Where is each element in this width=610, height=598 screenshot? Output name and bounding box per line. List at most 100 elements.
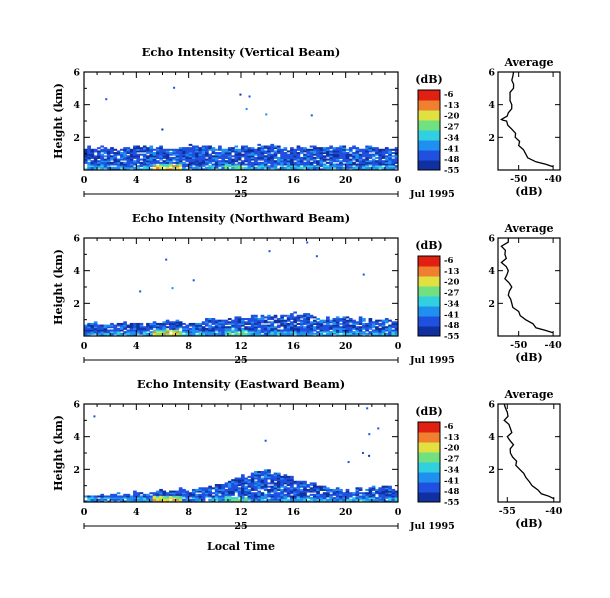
heatmap-cell — [254, 487, 258, 490]
heatmap-cell — [254, 321, 258, 324]
heatmap-cell — [290, 329, 294, 332]
heatmap-cell — [247, 497, 252, 500]
heatmap-cell — [162, 326, 167, 329]
x-tick-label: 0 — [395, 507, 402, 518]
heatmap-cell — [394, 166, 399, 169]
heatmap-cell — [391, 152, 396, 155]
heatmap-cell — [254, 492, 258, 495]
heatmap-cell — [244, 150, 248, 153]
heatmap-cell — [106, 153, 111, 156]
heatmap-cell — [188, 334, 193, 337]
heatmap-cell — [129, 161, 134, 164]
heatmap-cell — [260, 500, 265, 503]
heatmap-cell — [332, 150, 337, 153]
heatmap-cell — [273, 166, 278, 169]
heatmap-cell — [263, 152, 268, 155]
average-y-tick-label: 6 — [488, 400, 495, 411]
heatmap-cell — [358, 168, 363, 171]
heatmap-cell — [348, 321, 353, 324]
heatmap-cell — [90, 497, 95, 500]
heatmap-cell — [126, 166, 131, 169]
heatmap-cell — [191, 153, 196, 156]
heatmap-cell — [84, 329, 88, 332]
heatmap-cell — [129, 498, 134, 501]
heatmap-cell — [185, 160, 190, 163]
x-tick-label: 20 — [339, 175, 353, 186]
heatmap-cell — [286, 168, 291, 171]
heatmap-cell — [254, 161, 258, 164]
heatmap-cell — [358, 150, 363, 153]
heatmap-cell — [205, 490, 209, 493]
heatmap-cell — [280, 492, 284, 495]
heatmap-cell — [221, 490, 226, 493]
heatmap-cell — [201, 488, 206, 491]
heatmap-cell — [263, 160, 268, 163]
heatmap-cell — [185, 158, 190, 161]
heatmap-cell — [299, 166, 304, 169]
heatmap-cell — [339, 322, 343, 325]
heatmap-cell — [113, 158, 118, 161]
heatmap-cell — [365, 155, 369, 158]
heatmap-cell — [191, 488, 196, 491]
heatmap-cell — [362, 322, 366, 325]
heatmap-cell — [214, 153, 219, 156]
heatmap-cell — [162, 324, 167, 327]
heatmap-cell — [214, 321, 219, 324]
heatmap-cell — [139, 150, 144, 153]
heatmap-cell — [362, 148, 366, 151]
heatmap-cell — [159, 322, 163, 325]
heatmap-cell — [142, 498, 147, 501]
colorbar-label: -34 — [444, 299, 459, 309]
heatmap-cell — [241, 497, 245, 500]
heatmap-cell — [116, 163, 121, 166]
heatmap-cell — [241, 493, 245, 496]
heatmap-cell — [211, 492, 216, 495]
heatmap-cell — [322, 488, 327, 491]
heatmap-cell — [312, 488, 317, 491]
heatmap-cell — [371, 148, 376, 151]
heatmap-cell — [296, 158, 301, 161]
heatmap-cell — [152, 156, 157, 159]
heatmap-cell — [267, 490, 271, 493]
heatmap-cell — [306, 326, 311, 329]
heatmap-cell — [110, 331, 114, 334]
heatmap-cell — [286, 322, 291, 325]
heatmap-cell — [283, 485, 288, 488]
heatmap-cell — [191, 329, 196, 332]
heatmap-cell — [316, 500, 320, 503]
heatmap-cell — [159, 493, 163, 496]
heatmap-cell — [384, 488, 389, 491]
heatmap-cell — [146, 166, 150, 169]
heatmap-cell — [329, 493, 333, 496]
heatmap-cell — [241, 318, 245, 321]
heatmap-cell — [218, 152, 222, 155]
heatmap-cell — [129, 500, 134, 503]
heatmap-cell — [290, 168, 294, 171]
heatmap-cell — [254, 477, 258, 480]
heatmap-cell — [312, 495, 317, 498]
heatmap-cell — [306, 497, 311, 500]
heatmap-cell — [165, 160, 170, 163]
heatmap-cell — [355, 152, 360, 155]
heatmap-cell — [185, 329, 190, 332]
heatmap-cell — [312, 145, 317, 148]
heatmap-cell — [237, 322, 242, 325]
heatmap-cell — [296, 327, 301, 330]
heatmap-cell — [299, 161, 304, 164]
heatmap-cell — [234, 319, 239, 322]
heatmap-cell — [90, 152, 95, 155]
heatmap-cell — [283, 319, 288, 322]
heatmap-cell — [87, 145, 91, 148]
heatmap-cell — [329, 147, 333, 150]
heatmap-cell — [267, 321, 271, 324]
heatmap-cell — [322, 485, 327, 488]
heatmap-cell — [93, 155, 98, 158]
heatmap-cell — [355, 148, 360, 151]
heatmap-cell — [149, 161, 154, 164]
heatmap-cell — [335, 490, 340, 493]
heatmap-cell — [352, 156, 356, 159]
heatmap-cell — [244, 479, 248, 482]
heatmap-cell — [299, 490, 304, 493]
heatmap-cell — [257, 155, 262, 158]
heatmap-cell — [133, 497, 137, 500]
